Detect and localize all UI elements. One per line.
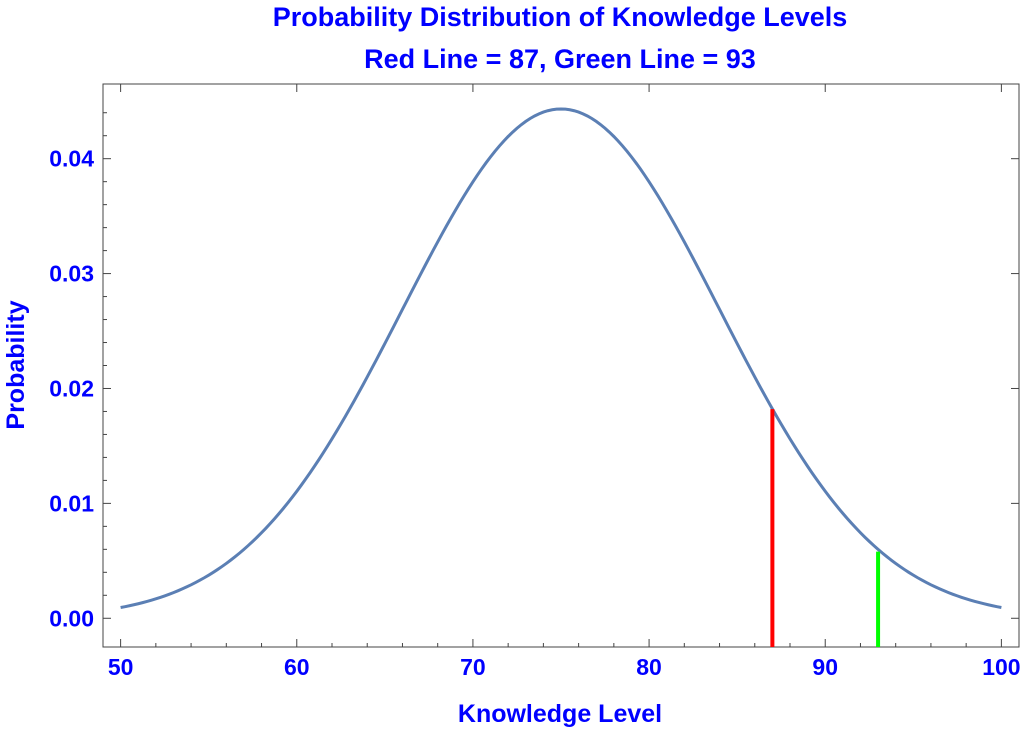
y-tick-label: 0.02	[49, 375, 94, 401]
marker-lines	[770, 409, 881, 647]
chart-subtitle: Red Line = 87, Green Line = 93	[364, 44, 756, 74]
y-axis: 0.00 0.01 0.02 0.03 0.04	[49, 112, 1019, 631]
x-tick-label: 90	[812, 654, 838, 680]
y-tick-label: 0.00	[49, 605, 94, 631]
y-tick-label: 0.04	[49, 146, 94, 172]
x-axis-title: Knowledge Level	[458, 700, 662, 728]
x-tick-label: 100	[982, 654, 1020, 680]
chart-title: Probability Distribution of Knowledge Le…	[273, 2, 848, 32]
y-tick-label: 0.01	[49, 490, 94, 516]
x-axis: 50 60 70 80 90 100	[108, 84, 1021, 680]
y-tick-label: 0.03	[49, 261, 94, 287]
plot-frame	[102, 83, 1020, 648]
y-axis-title: Probability	[2, 300, 30, 429]
distribution-curve	[120, 107, 1002, 609]
x-tick-label: 80	[636, 654, 662, 680]
x-tick-label: 50	[108, 654, 134, 680]
x-tick-label: 70	[460, 654, 486, 680]
x-tick-label: 60	[284, 654, 310, 680]
